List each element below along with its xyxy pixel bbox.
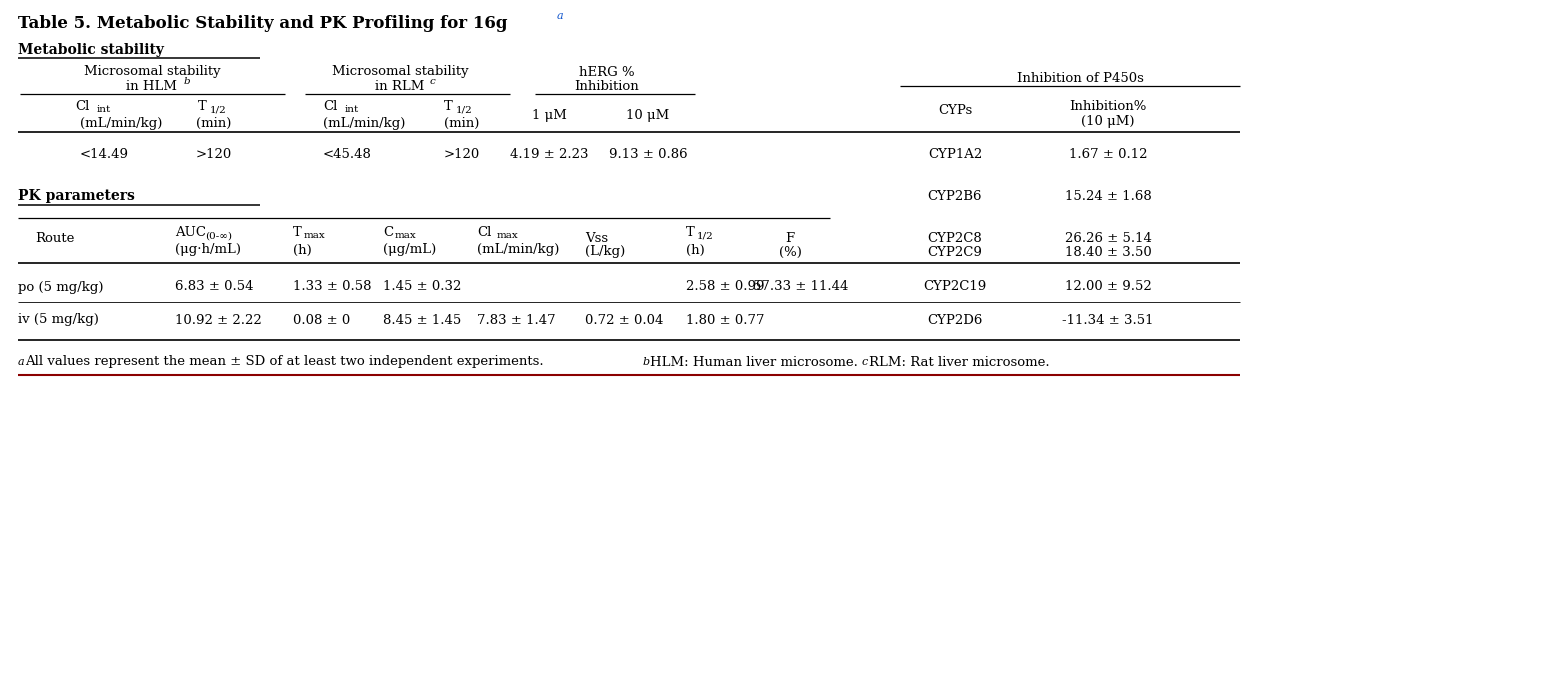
Text: 1/2: 1/2	[209, 105, 226, 115]
Text: Microsomal stability: Microsomal stability	[84, 66, 220, 79]
Text: 10.92 ± 2.22: 10.92 ± 2.22	[175, 313, 262, 326]
Text: 8.45 ± 1.45: 8.45 ± 1.45	[383, 313, 462, 326]
Text: (mL/min/kg): (mL/min/kg)	[477, 244, 560, 257]
Text: Inhibition: Inhibition	[575, 81, 639, 94]
Text: Metabolic stability: Metabolic stability	[19, 43, 164, 57]
Text: CYPs: CYPs	[938, 104, 972, 117]
Text: (0-∞): (0-∞)	[205, 232, 232, 240]
Text: 1.67 ± 0.12: 1.67 ± 0.12	[1070, 148, 1147, 161]
Text: T: T	[293, 227, 302, 240]
Text: Table 5. Metabolic Stability and PK Profiling for 16g: Table 5. Metabolic Stability and PK Prof…	[19, 16, 507, 33]
Text: Cl: Cl	[477, 227, 491, 240]
Text: CYP2C9: CYP2C9	[927, 247, 983, 260]
Text: 1/2: 1/2	[698, 232, 713, 240]
Text: c: c	[429, 77, 436, 87]
Text: AUC: AUC	[175, 227, 206, 240]
Text: CYP2D6: CYP2D6	[927, 313, 983, 326]
Text: F: F	[786, 232, 795, 245]
Text: Route: Route	[36, 232, 74, 245]
Text: (10 μM): (10 μM)	[1082, 115, 1135, 128]
Text: CYP2C8: CYP2C8	[927, 232, 983, 245]
Text: -11.34 ± 3.51: -11.34 ± 3.51	[1062, 313, 1153, 326]
Text: HLM: Human liver microsome.: HLM: Human liver microsome.	[649, 355, 866, 369]
Text: C: C	[383, 227, 394, 240]
Text: a: a	[19, 357, 25, 367]
Text: <14.49: <14.49	[81, 148, 129, 161]
Text: Inhibition%: Inhibition%	[1070, 100, 1147, 113]
Text: (min): (min)	[195, 117, 231, 130]
Text: <45.48: <45.48	[322, 148, 372, 161]
Text: (mL/min/kg): (mL/min/kg)	[322, 117, 406, 130]
Text: 1.33 ± 0.58: 1.33 ± 0.58	[293, 281, 372, 294]
Text: (μg/mL): (μg/mL)	[383, 244, 436, 257]
Text: CYP2C19: CYP2C19	[924, 281, 987, 294]
Text: RLM: Rat liver microsome.: RLM: Rat liver microsome.	[870, 355, 1049, 369]
Text: (%): (%)	[778, 245, 801, 258]
Text: in RLM: in RLM	[375, 81, 425, 94]
Text: po (5 mg/kg): po (5 mg/kg)	[19, 281, 104, 294]
Text: 4.19 ± 2.23: 4.19 ± 2.23	[510, 148, 589, 161]
Text: int: int	[346, 105, 360, 115]
Text: (h): (h)	[293, 244, 312, 257]
Text: Inhibition of P450s: Inhibition of P450s	[1017, 72, 1144, 85]
Text: 9.13 ± 0.86: 9.13 ± 0.86	[609, 148, 687, 161]
Text: Vss: Vss	[584, 232, 608, 245]
Text: PK parameters: PK parameters	[19, 189, 135, 203]
Text: 1/2: 1/2	[456, 105, 473, 115]
Text: >120: >120	[443, 148, 480, 161]
Text: 0.08 ± 0: 0.08 ± 0	[293, 313, 350, 326]
Text: max: max	[304, 232, 326, 240]
Text: (μg·h/mL): (μg·h/mL)	[175, 244, 240, 257]
Text: >120: >120	[195, 148, 232, 161]
Text: in HLM: in HLM	[127, 81, 178, 94]
Text: max: max	[498, 232, 519, 240]
Text: 10 μM: 10 μM	[626, 109, 670, 122]
Text: (mL/min/kg): (mL/min/kg)	[81, 117, 163, 130]
Text: hERG %: hERG %	[580, 66, 636, 79]
Text: 0.72 ± 0.04: 0.72 ± 0.04	[584, 313, 663, 326]
Text: (h): (h)	[687, 244, 705, 257]
Text: 12.00 ± 9.52: 12.00 ± 9.52	[1065, 281, 1152, 294]
Text: 1 μM: 1 μM	[532, 109, 566, 122]
Text: iv (5 mg/kg): iv (5 mg/kg)	[19, 313, 99, 326]
Text: 18.40 ± 3.50: 18.40 ± 3.50	[1065, 247, 1152, 260]
Text: 6.83 ± 0.54: 6.83 ± 0.54	[175, 281, 254, 294]
Text: 1.80 ± 0.77: 1.80 ± 0.77	[687, 313, 764, 326]
Text: T: T	[198, 100, 206, 113]
Text: b: b	[643, 357, 649, 367]
Text: T: T	[687, 227, 694, 240]
Text: 1.45 ± 0.32: 1.45 ± 0.32	[383, 281, 462, 294]
Text: c: c	[862, 357, 868, 367]
Text: (L/kg): (L/kg)	[584, 245, 625, 258]
Text: T: T	[443, 100, 453, 113]
Text: (min): (min)	[443, 117, 479, 130]
Text: 57.33 ± 11.44: 57.33 ± 11.44	[753, 281, 848, 294]
Text: 7.83 ± 1.47: 7.83 ± 1.47	[477, 313, 555, 326]
Text: CYP2B6: CYP2B6	[928, 189, 983, 202]
Text: 26.26 ± 5.14: 26.26 ± 5.14	[1065, 232, 1152, 245]
Text: 2.58 ± 0.99: 2.58 ± 0.99	[687, 281, 764, 294]
Text: b: b	[184, 77, 191, 87]
Text: Microsomal stability: Microsomal stability	[332, 66, 468, 79]
Text: CYP1A2: CYP1A2	[928, 148, 983, 161]
Text: int: int	[98, 105, 112, 115]
Text: Cl: Cl	[74, 100, 90, 113]
Text: max: max	[395, 232, 417, 240]
Text: All values represent the mean ± SD of at least two independent experiments.: All values represent the mean ± SD of at…	[25, 355, 552, 369]
Text: a: a	[556, 11, 564, 21]
Text: 15.24 ± 1.68: 15.24 ± 1.68	[1065, 189, 1152, 202]
Text: Cl: Cl	[322, 100, 338, 113]
